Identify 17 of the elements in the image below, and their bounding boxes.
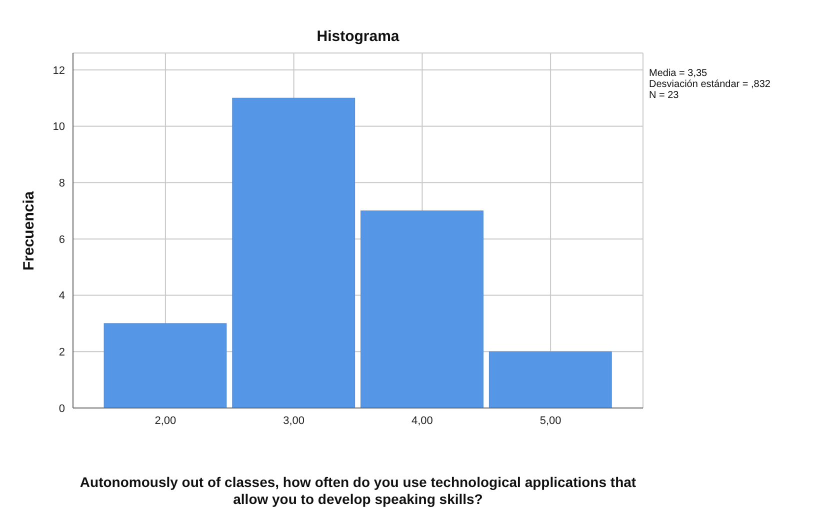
text: N = 23 — [649, 90, 680, 101]
y-tick-label: 2 — [58, 346, 65, 359]
x-tick-label: 2,00 — [154, 414, 176, 427]
y-axis-title: Frecuencia — [20, 190, 38, 270]
x-tick-label: 3,00 — [283, 414, 305, 427]
y-tick-label: 4 — [58, 290, 65, 302]
y-tick-label: 8 — [58, 178, 65, 190]
x-tick-label: 4,00 — [411, 414, 433, 427]
x-axis-title: Autonomously out of classes, how often do you use technological applications that allow you to develop speaking skills? — [78, 474, 638, 508]
y-tick-label: 0 — [58, 402, 65, 415]
chart-title: Histograma — [316, 28, 400, 45]
text: Desviación estándar = ,832 — [649, 79, 770, 90]
x-tick-label: 5,00 — [540, 414, 562, 427]
text: Media = 3,35 — [649, 68, 708, 79]
y-tick-label: 6 — [58, 234, 65, 246]
y-tick-label: 10 — [52, 121, 65, 134]
y-tick-label: 12 — [52, 64, 65, 77]
